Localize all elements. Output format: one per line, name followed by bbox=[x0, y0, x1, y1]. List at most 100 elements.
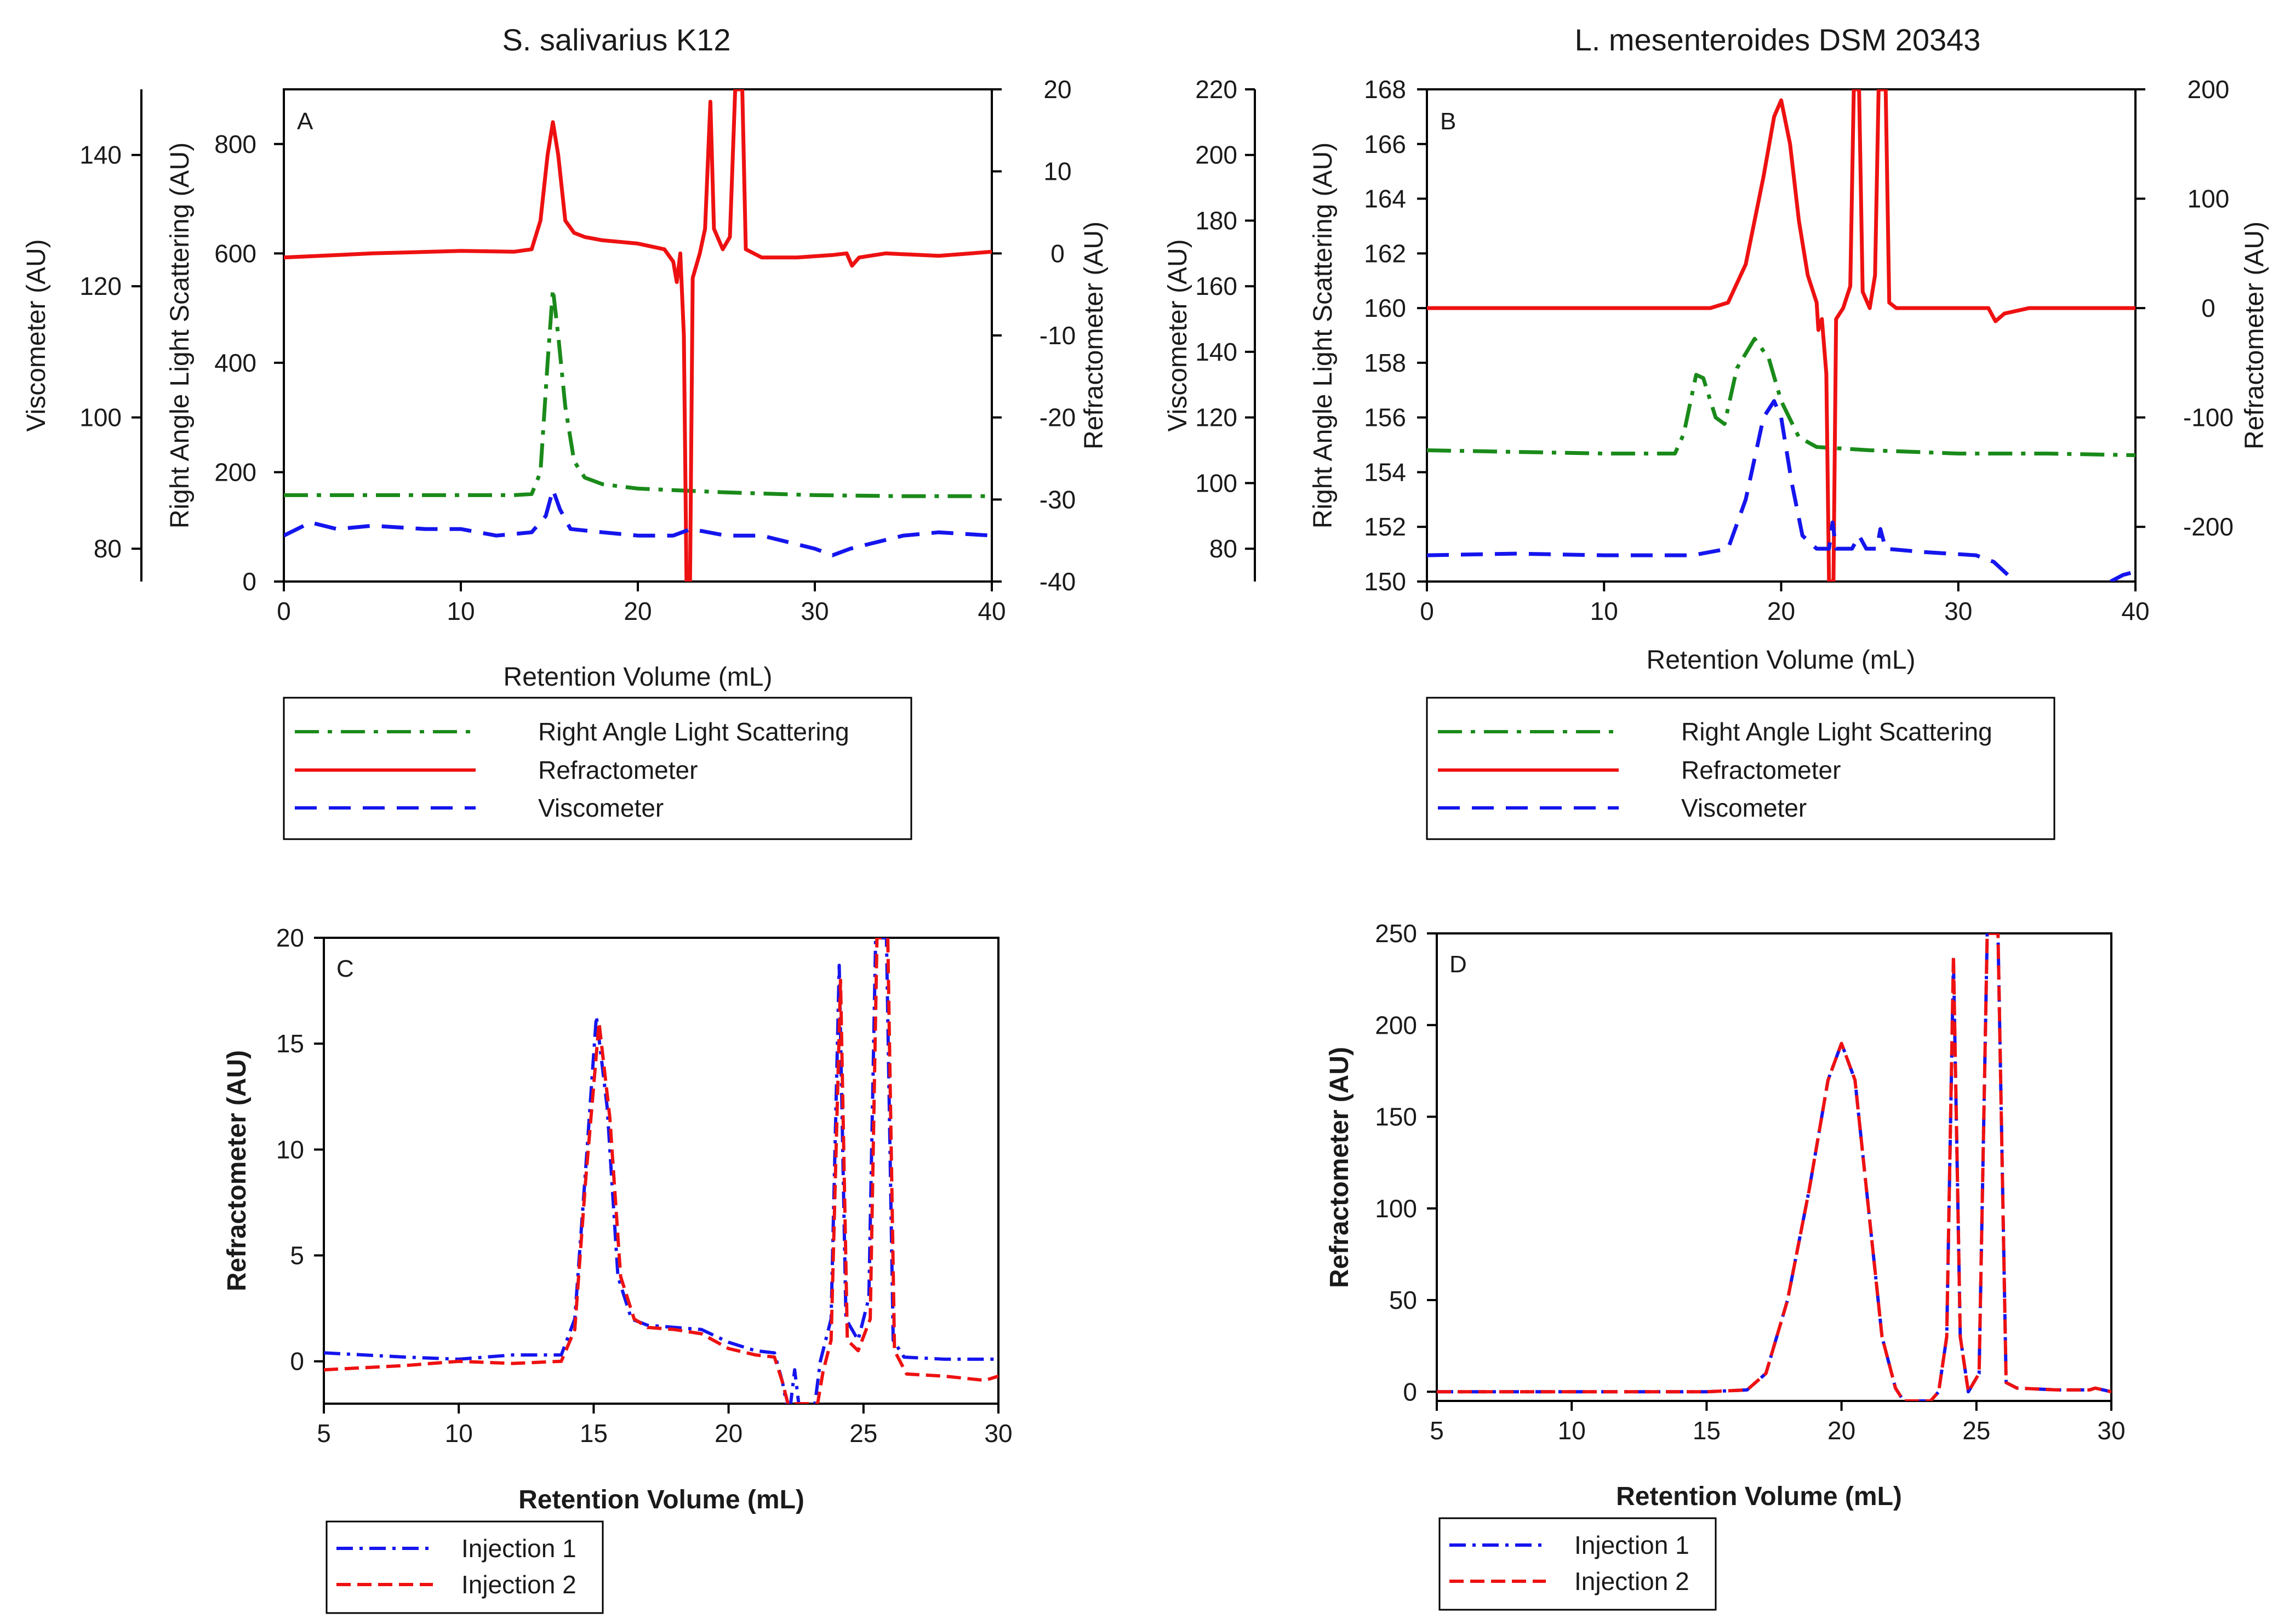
panel-a-x-tick-label: 10 bbox=[447, 597, 475, 625]
panel-a-x-tick-label: 40 bbox=[978, 597, 1006, 625]
panel-c-series-line-injection-2 bbox=[324, 938, 998, 1404]
panel-d-y-tick-label: 150 bbox=[1375, 1103, 1417, 1131]
panel-a-x-tick-label: 30 bbox=[801, 597, 829, 625]
panel-b-ri-tick-label: 200 bbox=[2188, 75, 2230, 104]
panel-b-rals-tick-label: 164 bbox=[1364, 185, 1406, 213]
panel-c-plot-frame bbox=[323, 937, 999, 1405]
panel-a-legend-label-rals: Right Angle Light Scattering bbox=[538, 717, 849, 746]
panel-c-x-tick-label: 20 bbox=[715, 1419, 743, 1448]
panel-c-letter: C bbox=[336, 955, 354, 982]
panel-d-series-line-injection-2 bbox=[1437, 933, 2111, 1401]
panel-b: L. mesenteroides DSM 20343 B 0 10 20 30 40 8… bbox=[1163, 22, 2269, 840]
panel-d-x-tick-label: 10 bbox=[1558, 1416, 1586, 1445]
panel-b-rals-tick-label: 168 bbox=[1364, 75, 1406, 104]
panel-a-visc-tick-label: 80 bbox=[94, 534, 122, 563]
panel-d-letter: D bbox=[1449, 951, 1467, 978]
panel-a-rals-ticks: 0 200 400 600 800 bbox=[214, 130, 284, 596]
panel-b-rals-axis-title: Right Angle Light Scattering (AU) bbox=[1309, 143, 1338, 528]
panel-d-y-ticks: 0 50 100 150 200 250 bbox=[1375, 919, 1437, 1406]
panel-a-rals-tick-label: 400 bbox=[214, 349, 256, 377]
panel-c-y-tick-label: 20 bbox=[276, 924, 304, 952]
panel-c-x-tick-label: 15 bbox=[580, 1419, 608, 1448]
panel-a-visc-tick-label: 120 bbox=[79, 272, 122, 300]
panel-b-series-line-right-angle-light-scattering bbox=[1427, 337, 2135, 457]
panel-b-rals-tick-label: 166 bbox=[1364, 130, 1406, 158]
panel-d-y-tick-label: 100 bbox=[1375, 1194, 1417, 1223]
panel-b-ri-tick-label: 0 bbox=[2201, 294, 2215, 322]
panel-d-legend-label-injection-1: Injection 1 bbox=[1574, 1531, 1689, 1559]
panel-c-x-ticks: 5 10 15 20 25 30 bbox=[317, 1404, 1013, 1448]
panel-a-series-line-right-angle-light-scattering bbox=[284, 287, 992, 498]
panel-a-viscometer-ticks: 80 100 120 140 bbox=[79, 141, 141, 563]
panel-a-x-tick-label: 20 bbox=[624, 597, 652, 625]
panel-c: C 5 10 15 20 25 30 0 5 10 15 20 Retention Volume … bbox=[222, 924, 1013, 1614]
panel-c-y-tick-label: 0 bbox=[290, 1347, 304, 1376]
panel-d-y-axis-title: Refractometer (AU) bbox=[1325, 1047, 1354, 1288]
panel-c-y-tick-label: 15 bbox=[276, 1029, 304, 1058]
panel-d-legend-label-injection-2: Injection 2 bbox=[1574, 1567, 1689, 1595]
panel-a-ri-tick-label: 10 bbox=[1043, 157, 1071, 186]
panel-b-rals-tick-label: 150 bbox=[1364, 567, 1406, 596]
panel-c-y-tick-label: 10 bbox=[276, 1135, 304, 1164]
panel-a-series-line-refractometer bbox=[284, 89, 992, 582]
panel-d-x-axis-title: Retention Volume (mL) bbox=[1616, 1482, 1902, 1511]
panel-a-ri-tick-label: 20 bbox=[1043, 75, 1071, 104]
panel-b-visc-tick-label: 160 bbox=[1195, 272, 1237, 300]
panel-d-y-tick-label: 250 bbox=[1375, 919, 1417, 948]
panel-a-rals-tick-label: 0 bbox=[242, 567, 256, 596]
panel-a-rals-tick-label: 800 bbox=[214, 130, 256, 158]
panel-a-refractometer-ticks: -40 -30 -20 -10 0 10 20 bbox=[992, 75, 1076, 596]
panel-b-legend-label-rals: Right Angle Light Scattering bbox=[1681, 717, 1992, 746]
panel-b-series-line-viscometer bbox=[1427, 399, 2017, 582]
panel-c-series bbox=[324, 938, 998, 1404]
panel-b-rals-tick-label: 156 bbox=[1364, 403, 1406, 432]
panel-a-ri-tick-label: 0 bbox=[1050, 239, 1065, 267]
panel-d-y-tick-label: 200 bbox=[1375, 1011, 1417, 1039]
panel-b-rals-ticks: 150 152 154 156 158 160 162 164 166 168 bbox=[1364, 75, 1427, 596]
panel-c-legend-label-injection-1: Injection 1 bbox=[461, 1534, 576, 1563]
panel-d: D 5 10 15 20 25 30 0 50 100 150 200 250 Retention … bbox=[1325, 919, 2126, 1611]
panel-d-y-tick-label: 50 bbox=[1389, 1286, 1417, 1314]
panel-b-visc-tick-label: 180 bbox=[1195, 206, 1237, 235]
panel-a-visc-tick-label: 100 bbox=[79, 403, 122, 432]
panel-b-ri-tick-label: 100 bbox=[2188, 185, 2230, 213]
panel-d-series bbox=[1437, 933, 2111, 1401]
panel-a-x-ticks: 0 10 20 30 40 bbox=[277, 582, 1006, 625]
panel-a-ri-tick-label: -40 bbox=[1040, 567, 1076, 596]
panel-d-x-tick-label: 20 bbox=[1827, 1416, 1855, 1445]
panel-d-x-tick-label: 5 bbox=[1430, 1416, 1444, 1445]
panel-b-series-line-viscometer-tail bbox=[2110, 569, 2135, 582]
panel-a-series-line-viscometer bbox=[284, 487, 992, 557]
panel-c-y-ticks: 0 5 10 15 20 bbox=[276, 924, 324, 1376]
panel-b-rals-tick-label: 160 bbox=[1364, 294, 1406, 322]
panel-d-x-tick-label: 25 bbox=[1962, 1416, 1990, 1445]
panel-a-ri-tick-label: -10 bbox=[1040, 321, 1076, 350]
panel-b-series-line-refractometer bbox=[1427, 89, 2135, 582]
panel-b-x-tick-label: 30 bbox=[1944, 597, 1972, 625]
panel-b-visc-tick-label: 220 bbox=[1195, 75, 1237, 104]
panel-a-legend-label-viscometer: Viscometer bbox=[538, 794, 664, 822]
panel-c-x-tick-label: 25 bbox=[849, 1419, 877, 1448]
panel-c-x-tick-label: 10 bbox=[445, 1419, 473, 1448]
panel-c-x-tick-label: 30 bbox=[984, 1419, 1012, 1448]
panel-b-refractometer-ticks: -200 -100 0 100 200 bbox=[2135, 75, 2234, 541]
panel-a-rals-tick-label: 600 bbox=[214, 239, 256, 267]
panel-b-rals-tick-label: 162 bbox=[1364, 239, 1406, 267]
panel-a-plot-frame bbox=[283, 88, 993, 583]
panel-b-ri-tick-label: -200 bbox=[2183, 512, 2234, 541]
panel-c-series-line-injection-1 bbox=[324, 938, 998, 1404]
panel-a-series bbox=[284, 89, 992, 582]
panel-d-x-tick-label: 30 bbox=[2097, 1416, 2125, 1445]
panel-a-rals-tick-label: 200 bbox=[214, 458, 256, 486]
panel-d-legend bbox=[1438, 1517, 1717, 1611]
panel-b-letter: B bbox=[1440, 108, 1456, 135]
panel-b-series bbox=[1427, 89, 2135, 582]
panel-b-rals-tick-label: 152 bbox=[1364, 512, 1406, 541]
panel-d-series-line-injection-1 bbox=[1437, 933, 2111, 1401]
panel-b-ri-tick-label: -100 bbox=[2183, 403, 2234, 432]
panel-d-plot-frame bbox=[1436, 932, 2112, 1402]
panel-b-visc-tick-label: 80 bbox=[1209, 534, 1237, 563]
panel-a-x-tick-label: 0 bbox=[277, 597, 291, 625]
panel-a-x-axis-title: Retention Volume (mL) bbox=[504, 663, 773, 692]
panel-b-refractometer-axis-title: Refractometer (AU) bbox=[2240, 221, 2269, 449]
